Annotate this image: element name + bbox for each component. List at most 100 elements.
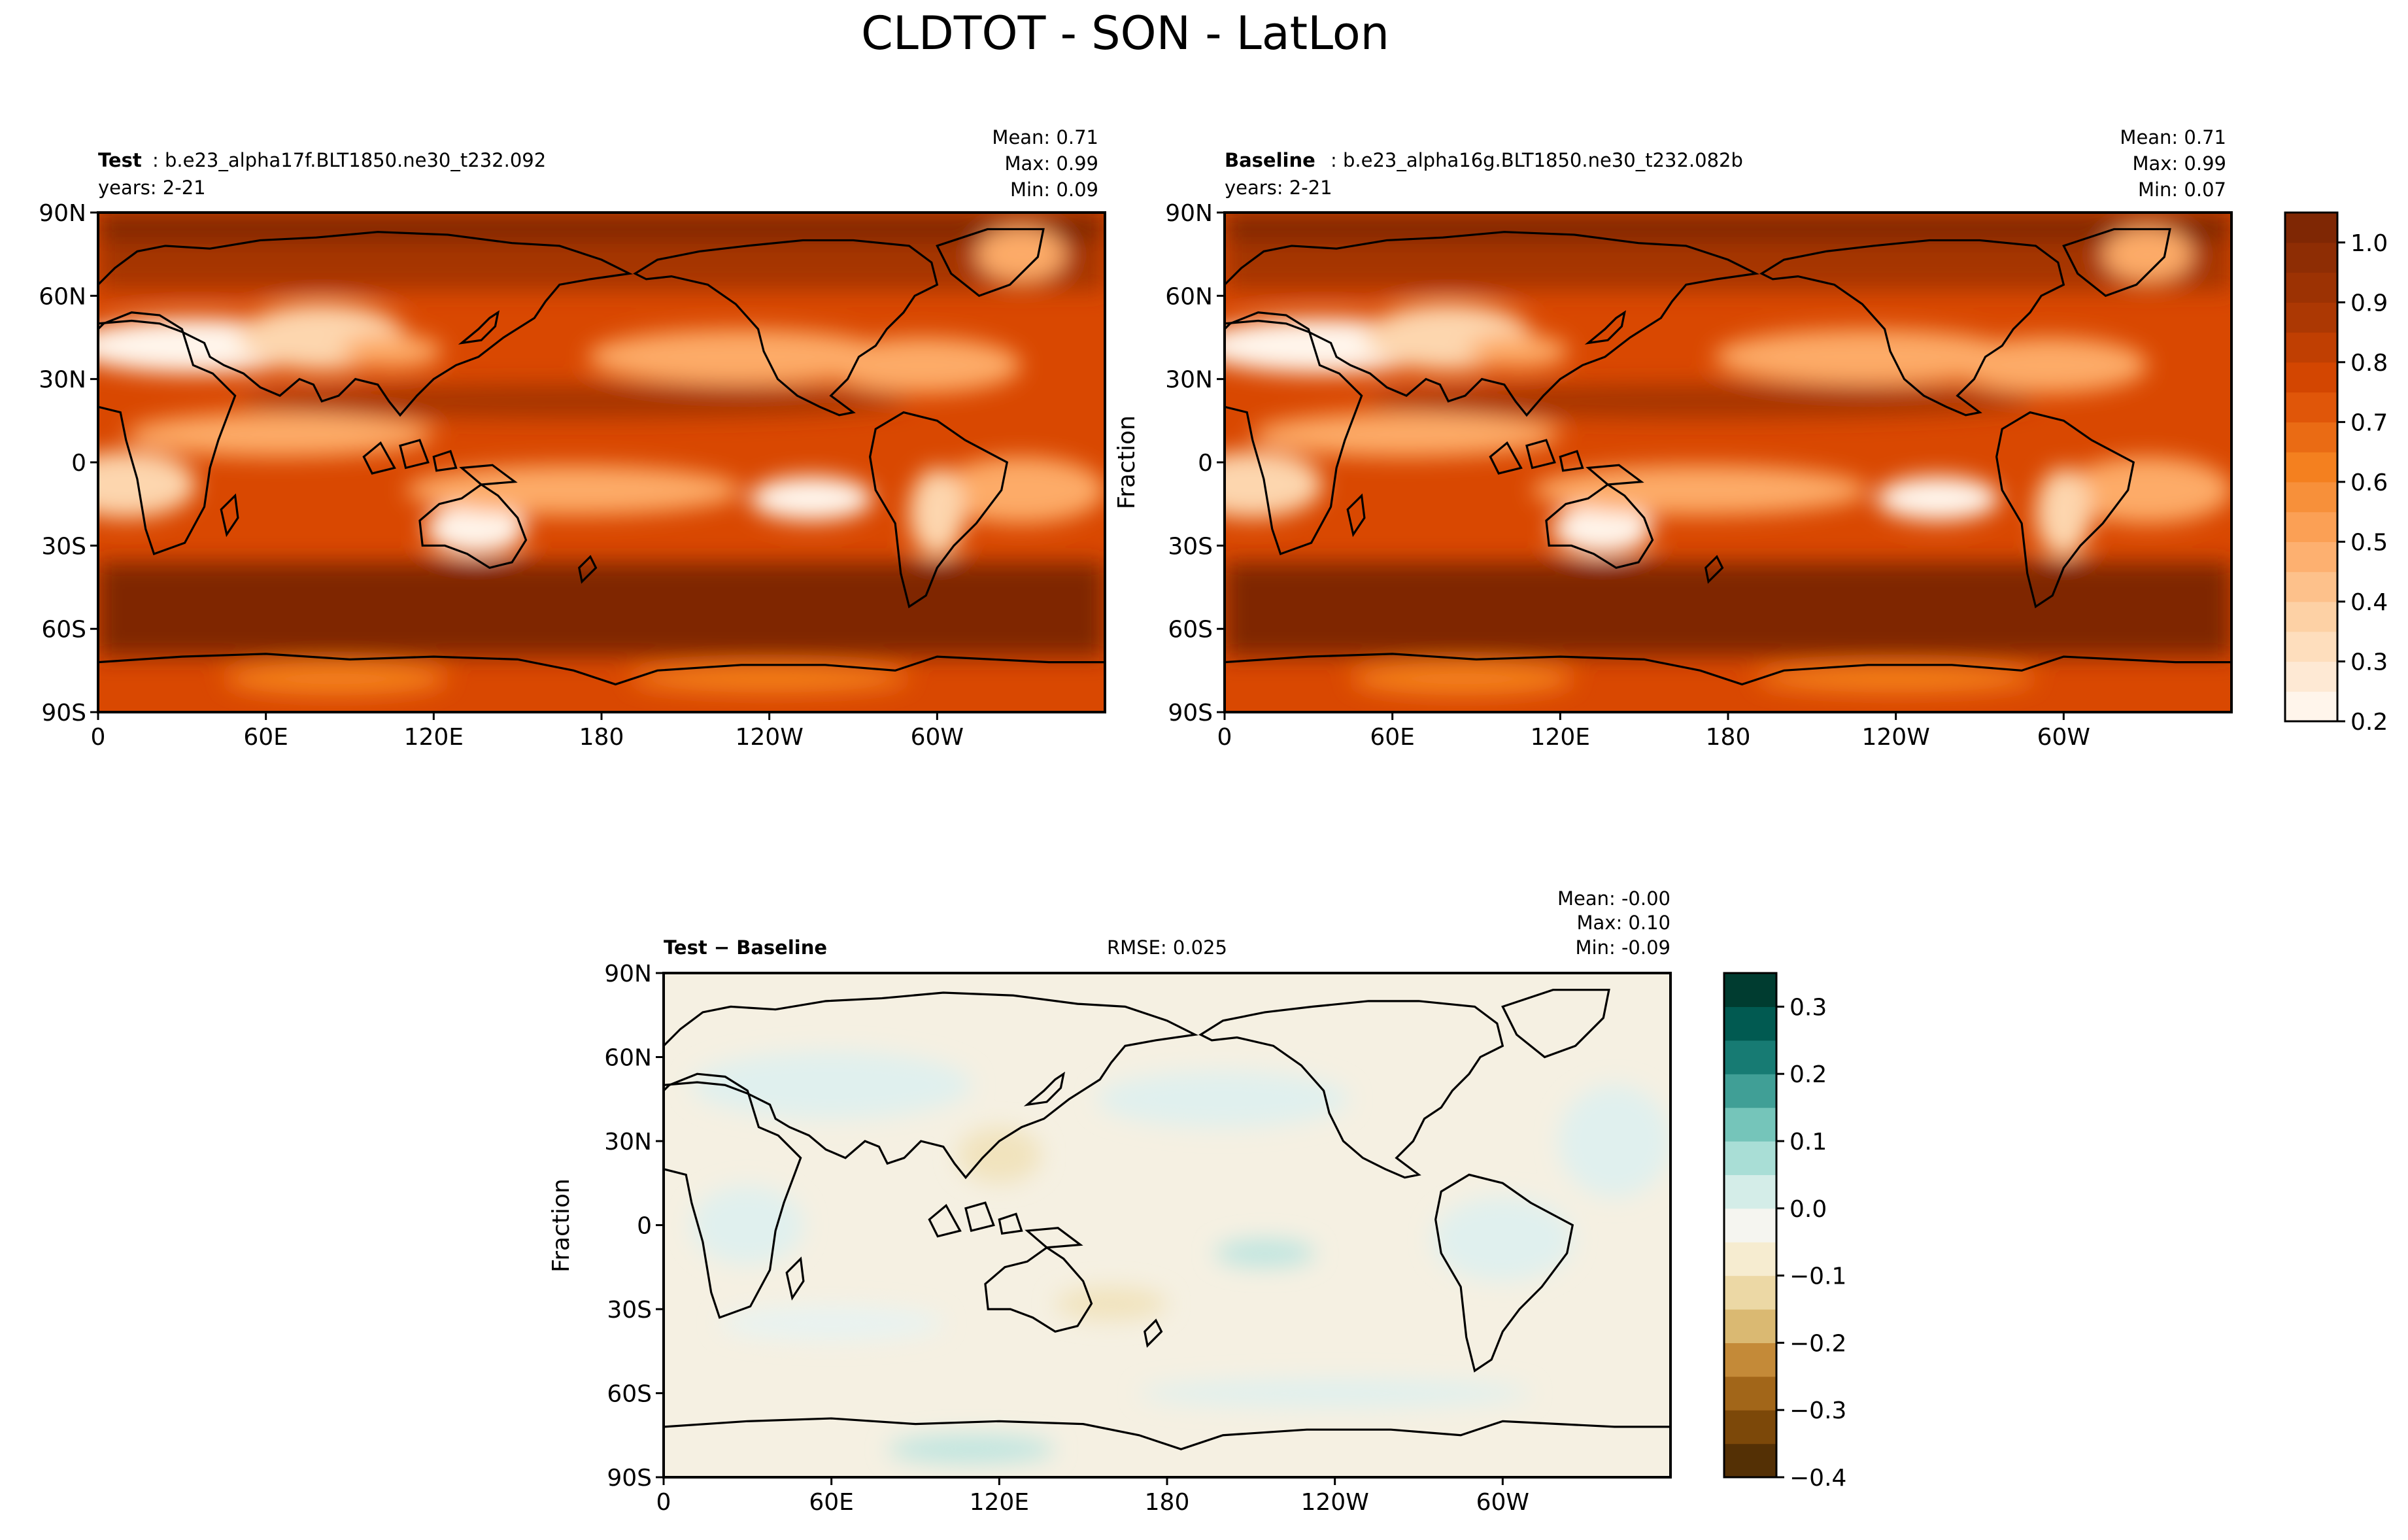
colorbar-band bbox=[1724, 1443, 1776, 1478]
lon-tick-label: 60E bbox=[809, 1489, 854, 1516]
lat-tick-label: 30S bbox=[1168, 533, 1213, 560]
colorbar-main: 0.2 0.3 0.4 0.5 0.6 0.7 0.8 0.9 1.0 bbox=[2284, 211, 2388, 736]
colorbar-band bbox=[2285, 572, 2337, 602]
panel-diff: Test − Baseline RMSE: 0.025 Mean: -0.00 … bbox=[548, 887, 1672, 1516]
colorbar-band bbox=[1724, 1208, 1776, 1242]
panel-test-yticks: 90N 60N 30N 0 30S 60S 90S bbox=[39, 200, 98, 727]
lat-tick-label: 90S bbox=[607, 1465, 652, 1492]
lat-tick-label: 30N bbox=[604, 1129, 652, 1155]
colorbar-tick-label: −0.3 bbox=[1789, 1397, 1846, 1424]
colorbar-band bbox=[1724, 1040, 1776, 1074]
colorbar-band bbox=[1724, 1174, 1776, 1209]
colorbar-band bbox=[2285, 392, 2337, 422]
panel-test-stat-min: Min: 0.09 bbox=[1010, 179, 1098, 201]
panel-baseline-ylabel: Fraction bbox=[1113, 415, 1140, 509]
colorbar-band bbox=[2285, 242, 2337, 273]
colorbar-band bbox=[1724, 1410, 1776, 1445]
colorbar-band bbox=[1724, 1242, 1776, 1276]
panel-test-label: : b.e23_alpha17f.BLT1850.ne30_t232.092 bbox=[152, 149, 546, 171]
colorbar-band bbox=[1724, 1343, 1776, 1377]
colorbar-band bbox=[2285, 541, 2337, 572]
colorbar-tick-label: 0.3 bbox=[1789, 994, 1827, 1021]
panel-baseline: Baseline : b.e23_alpha16g.BLT1850.ne30_t… bbox=[1113, 126, 2233, 751]
lon-tick-label: 180 bbox=[1706, 724, 1751, 751]
lat-tick-label: 60N bbox=[39, 283, 86, 310]
panel-diff-label: Test − Baseline bbox=[664, 936, 827, 959]
colorbar-tick-label: 0.1 bbox=[1789, 1129, 1827, 1155]
panel-diff-rmse: RMSE: 0.025 bbox=[1107, 936, 1227, 959]
panel-test-stat-mean: Mean: 0.71 bbox=[992, 126, 1098, 148]
colorbar-tick-label: 0.9 bbox=[2350, 290, 2388, 317]
lat-tick-label: 0 bbox=[71, 450, 86, 477]
lon-tick-label: 120E bbox=[404, 724, 464, 751]
colorbar-tick-label: 0.8 bbox=[2350, 350, 2388, 377]
panel-baseline-stat-max: Max: 0.99 bbox=[2132, 152, 2226, 175]
panel-baseline-years: years: 2-21 bbox=[1225, 177, 1332, 199]
colorbar-band bbox=[1724, 1309, 1776, 1343]
lat-tick-label: 30S bbox=[41, 533, 86, 560]
lat-tick-label: 60S bbox=[41, 617, 86, 643]
colorbar-tick-label: −0.2 bbox=[1789, 1330, 1846, 1357]
colorbar-main-ticks: 0.2 0.3 0.4 0.5 0.6 0.7 0.8 0.9 1.0 bbox=[2337, 230, 2388, 736]
lon-tick-label: 120E bbox=[970, 1489, 1029, 1516]
lat-tick-label: 30N bbox=[1165, 367, 1213, 394]
colorbar-band bbox=[1724, 1006, 1776, 1041]
colorbar-band bbox=[2285, 631, 2337, 662]
panel-baseline-stat-mean: Mean: 0.71 bbox=[2120, 126, 2226, 148]
colorbar-band bbox=[2285, 332, 2337, 363]
colorbar-tick-label: −0.4 bbox=[1789, 1465, 1846, 1492]
colorbar-band bbox=[2285, 661, 2337, 692]
lat-tick-label: 90N bbox=[604, 961, 652, 987]
panel-test: Test : b.e23_alpha17f.BLT1850.ne30_t232.… bbox=[39, 126, 1106, 751]
lat-tick-label: 0 bbox=[637, 1213, 652, 1240]
panel-diff-stat-mean: Mean: -0.00 bbox=[1557, 887, 1670, 910]
colorbar-tick-label: 0.2 bbox=[1789, 1061, 1827, 1088]
lon-tick-label: 120E bbox=[1531, 724, 1590, 751]
colorbar-band bbox=[2285, 691, 2337, 722]
lon-tick-label: 180 bbox=[579, 724, 624, 751]
lon-tick-label: 0 bbox=[1217, 724, 1232, 751]
lat-tick-label: 30N bbox=[39, 367, 86, 394]
colorbar-tick-label: 0.7 bbox=[2350, 409, 2388, 436]
panel-test-xticks: 0 60E 120E 180 120W 60W bbox=[91, 712, 964, 751]
lon-tick-label: 60W bbox=[911, 724, 964, 751]
colorbar-tick-label: 0.6 bbox=[2350, 470, 2388, 496]
colorbar-diff-frame bbox=[1723, 972, 1778, 1479]
colorbar-tick-label: 0.0 bbox=[1789, 1196, 1827, 1223]
colorbar-tick-label: 1.0 bbox=[2350, 230, 2388, 257]
panel-test-map bbox=[56, 213, 1105, 712]
colorbar-diff-bands bbox=[1724, 973, 1776, 1478]
lon-tick-label: 120W bbox=[736, 724, 804, 751]
colorbar-diff-ticks: −0.4 −0.3 −0.2 −0.1 0.0 0.1 0.2 0.3 bbox=[1776, 994, 1846, 1492]
panel-baseline-label-bold: Baseline bbox=[1225, 149, 1315, 171]
lon-tick-label: 60E bbox=[243, 724, 288, 751]
lon-tick-label: 0 bbox=[656, 1489, 671, 1516]
lon-tick-label: 180 bbox=[1145, 1489, 1190, 1516]
colorbar-diff: −0.4 −0.3 −0.2 −0.1 0.0 0.1 0.2 0.3 bbox=[1723, 972, 1846, 1492]
colorbar-band bbox=[1724, 1107, 1776, 1142]
colorbar-band bbox=[2285, 452, 2337, 483]
colorbar-band bbox=[2285, 272, 2337, 303]
panel-diff-yticks: 90N 60N 30N 0 30S 60S 90S bbox=[604, 961, 664, 1492]
lat-tick-label: 90S bbox=[41, 700, 86, 727]
lon-tick-label: 0 bbox=[91, 724, 106, 751]
lon-tick-label: 60W bbox=[2037, 724, 2090, 751]
panel-diff-xticks: 0 60E 120E 180 120W 60W bbox=[656, 1477, 1529, 1516]
lat-tick-label: 60N bbox=[604, 1045, 652, 1072]
colorbar-band bbox=[2285, 422, 2337, 453]
lat-tick-label: 60S bbox=[1168, 617, 1213, 643]
colorbar-main-bands bbox=[2285, 213, 2337, 722]
lat-tick-label: 30S bbox=[607, 1297, 652, 1324]
colorbar-band bbox=[2285, 601, 2337, 632]
panel-diff-map bbox=[664, 973, 1670, 1477]
panel-baseline-yticks: 90N 60N 30N 0 30S 60S 90S bbox=[1165, 200, 1225, 727]
lon-tick-label: 120W bbox=[1862, 724, 1930, 751]
figure-title: CLDTOT - SON - LatLon bbox=[861, 7, 1389, 60]
panel-baseline-label: : b.e23_alpha16g.BLT1850.ne30_t232.082b bbox=[1331, 149, 1743, 171]
colorbar-tick-label: 0.4 bbox=[2350, 589, 2388, 616]
colorbar-band bbox=[2285, 511, 2337, 543]
panel-diff-stat-max: Max: 0.10 bbox=[1576, 912, 1670, 934]
colorbar-band bbox=[1724, 1376, 1776, 1411]
panel-test-label-bold: Test bbox=[98, 149, 142, 171]
